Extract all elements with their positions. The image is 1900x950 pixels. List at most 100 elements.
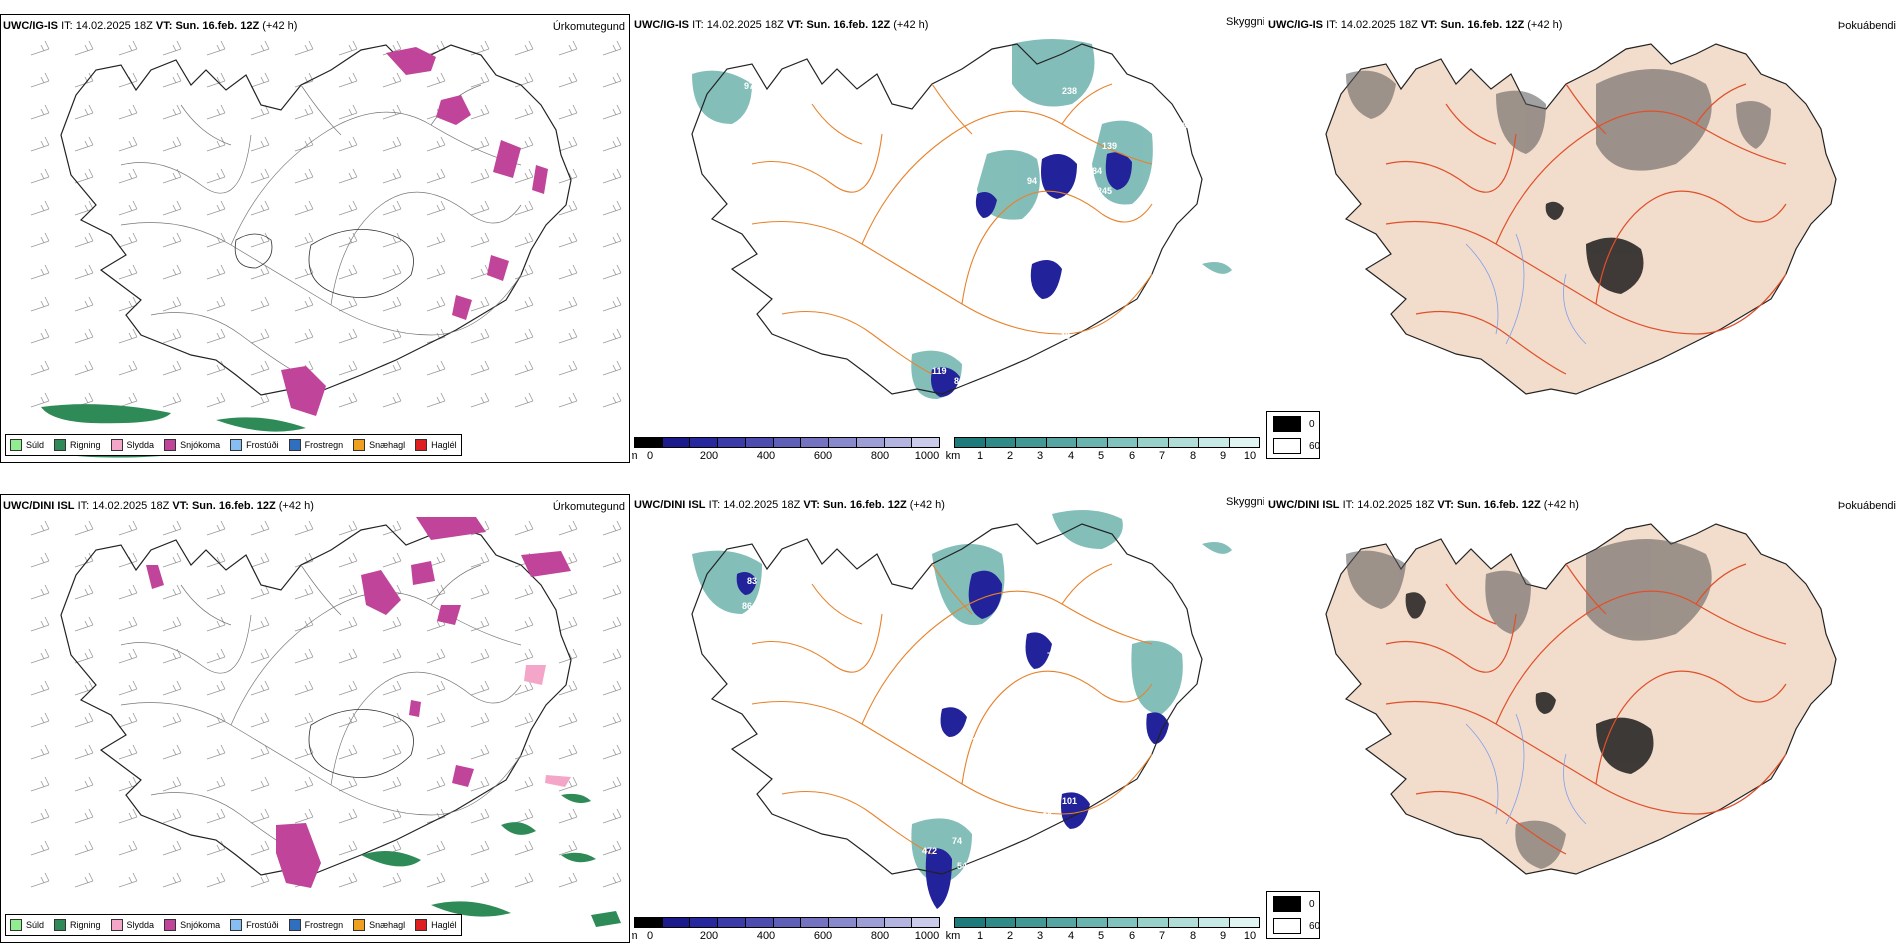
snowfall-areas [281, 47, 548, 416]
wind-barb [206, 264, 226, 280]
road-3 [961, 670, 1103, 785]
wind-barb [118, 840, 138, 856]
wind-barb [30, 712, 50, 728]
wind-barb [206, 744, 226, 760]
iceland-outline [60, 524, 572, 876]
wind-barb [30, 392, 50, 408]
wind-barb [118, 296, 138, 312]
colorbar-cell [1138, 918, 1169, 927]
wind-barb [338, 616, 358, 632]
wind-barb [602, 808, 622, 824]
wind-barb [206, 168, 226, 184]
wind-barb [294, 328, 314, 344]
wind-barb [118, 680, 138, 696]
wind-barb [514, 72, 534, 88]
wind-barb [30, 168, 50, 184]
precip-type-map [30, 517, 622, 927]
wind-barb [470, 712, 490, 728]
wind-barb [426, 808, 446, 824]
legend-item-slydda: Slydda [110, 439, 154, 451]
wind-barb [250, 296, 270, 312]
cloud-base-value-label: 74 [952, 836, 962, 846]
wind-barb [426, 648, 446, 664]
cloud-base-value-label: 10 [948, 236, 958, 246]
wind-barb [250, 552, 270, 568]
wind-barb [470, 552, 490, 568]
wind-barb [162, 648, 182, 664]
cloud-base-value-label: 139 [1102, 141, 1117, 151]
colorbar-cell [829, 918, 857, 927]
wind-barb [162, 232, 182, 248]
cloud-base-value-label: 93 [1092, 731, 1102, 741]
colorbar-cell [801, 918, 830, 927]
visibility-colorbar-cells [954, 437, 1260, 448]
wind-barb [250, 200, 270, 216]
legend-item-snaehagl: Snæhagl [353, 439, 405, 451]
cloud-base-value-label: 101 [1062, 796, 1077, 806]
road-3 [330, 671, 472, 786]
wind-barb [162, 840, 182, 856]
wind-barb [514, 648, 534, 664]
wind-barb [30, 296, 50, 312]
colorbar-cell [718, 438, 746, 447]
wind-barb [30, 584, 50, 600]
colorbar-cell [856, 918, 885, 927]
wind-barb [338, 168, 358, 184]
wind-barb [426, 680, 446, 696]
colorbar-cell [662, 918, 691, 927]
legend-swatch [230, 919, 243, 931]
legend-swatch [110, 439, 123, 451]
colorbar-cell [745, 438, 774, 447]
wind-barb [558, 680, 578, 696]
legend-swatch [353, 919, 366, 931]
road-5 [1695, 83, 1787, 223]
wind-barb [74, 680, 94, 696]
wind-barb [162, 872, 182, 888]
colorbar-cell [1016, 438, 1047, 447]
wind-barb [558, 360, 578, 376]
wind-barb [250, 616, 270, 632]
colorbar-cell [1229, 438, 1259, 447]
legend-swatch [54, 919, 67, 931]
visibility-shading [692, 510, 1232, 884]
wind-barb [30, 552, 50, 568]
wind-barb [206, 584, 226, 600]
cloud-base-value-label: 316 [1092, 651, 1107, 661]
wind-barb [514, 680, 534, 696]
fog-legend: 0 60 [1266, 411, 1320, 459]
panel-header: UWC/IG-IS IT: 14.02.2025 18Z VT: Sun. 16… [1268, 19, 1563, 31]
wind-barb [470, 616, 490, 632]
wind-barb [206, 104, 226, 120]
road-4 [150, 312, 302, 376]
wind-barb [470, 40, 490, 56]
wind-barb [470, 200, 490, 216]
legend-swatch [54, 439, 67, 451]
colorbar-cell [955, 918, 986, 927]
wind-barb [602, 72, 622, 88]
wind-barb [118, 40, 138, 56]
wind-barb [118, 328, 138, 344]
wind-barb [602, 776, 622, 792]
wind-barb [294, 680, 314, 696]
wind-barb [294, 616, 314, 632]
wind-barb [206, 40, 226, 56]
wind-barb [30, 680, 50, 696]
wind-barb [558, 520, 578, 536]
wind-barb [294, 520, 314, 536]
wind-barb [426, 840, 446, 856]
wind-barb [30, 840, 50, 856]
wind-barb [294, 104, 314, 120]
road-1 [230, 111, 522, 246]
wind-barb [514, 712, 534, 728]
wind-barb [30, 520, 50, 536]
cloud-base-value-label: 135 [952, 646, 967, 656]
wind-barb [74, 40, 94, 56]
iceland-outline [691, 43, 1203, 395]
visibility-colorbar: km 1 2 3 4 5 6 7 8 9 10 [946, 917, 1260, 943]
wind-barb [426, 232, 446, 248]
wind-barb [118, 584, 138, 600]
wind-barb [250, 168, 270, 184]
wind-barb [382, 808, 402, 824]
legend-swatch-fog-0 [1273, 416, 1301, 432]
